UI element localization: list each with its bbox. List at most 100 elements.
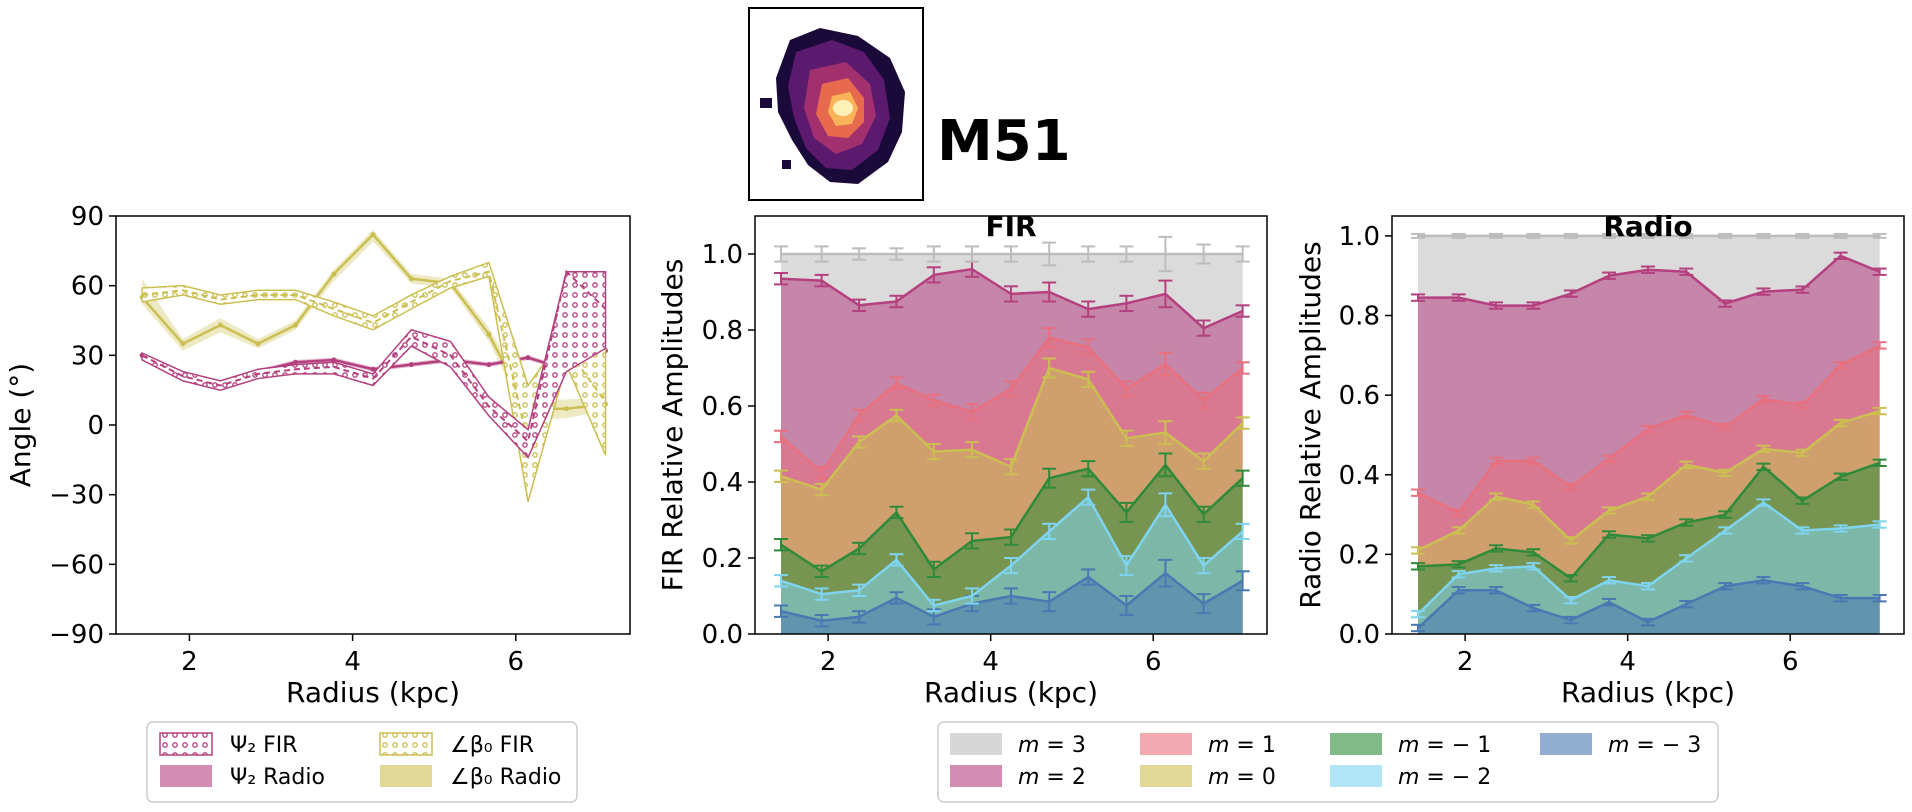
errorbar-m-0 [1196, 452, 1211, 470]
errorbar-m-0 [1489, 492, 1504, 501]
angle-ylabel: Angle (°) [4, 363, 37, 487]
y-tick-label: 0.6 [1339, 381, 1380, 411]
galaxy-thumbnail [748, 7, 924, 201]
mode-legend-label: m = − 2 [1398, 765, 1491, 790]
radio-axes-frame [1391, 215, 1905, 635]
errorbar-m-neg3 [774, 604, 789, 618]
errorbar-m-neg2 [926, 598, 941, 613]
errorbar-m-0 [1119, 429, 1134, 447]
x-tick-label: 4 [1619, 647, 1636, 677]
errorbar-m-0 [1756, 444, 1771, 454]
point-radio [331, 357, 337, 363]
errorbar-m-neg2 [889, 553, 904, 567]
errorbar-m-2 [814, 273, 829, 288]
errorbar-m-0 [1679, 460, 1694, 469]
errorbar-m-neg2 [1601, 576, 1616, 585]
errorbar-m-neg3 [1451, 586, 1466, 595]
fir-xlabel: Radius (kpc) [924, 676, 1098, 709]
errorbar-m-neg3 [1119, 595, 1134, 616]
errorbar-m-neg1 [1235, 469, 1250, 487]
errorbar-m-2 [1679, 267, 1694, 276]
errorbar-m-2 [1756, 287, 1771, 296]
errorbar-m-0 [1042, 357, 1057, 379]
errorbar-m-1 [1451, 508, 1466, 517]
errorbar-m-neg2 [852, 583, 867, 597]
errorbar-m-neg1 [1411, 562, 1426, 571]
errorbar-m-3 [1158, 235, 1173, 273]
y-tick-label: 0.4 [702, 468, 743, 498]
errorbar-m-1 [1872, 341, 1887, 350]
errorbar-m-neg1 [1526, 548, 1541, 557]
errorbar-m-neg2 [964, 587, 979, 605]
errorbar-m-3 [852, 247, 867, 261]
errorbar-m-2 [1795, 285, 1810, 294]
errorbar-m-neg3 [1196, 593, 1211, 615]
mode-legend-label: m = 2 [1018, 765, 1086, 790]
mode-legend-swatch [1540, 733, 1592, 755]
errorbar-m-neg3 [1641, 617, 1655, 627]
errorbar-m-2 [1489, 301, 1504, 310]
errorbar-m-neg1 [964, 532, 979, 550]
mode-legend-swatch [1330, 765, 1382, 787]
y-tick-label: −90 [49, 620, 104, 650]
point-radio [292, 322, 298, 328]
errorbar-m-neg2 [1235, 522, 1250, 540]
errorbar-m-2 [1872, 267, 1887, 276]
errorbar-m-1 [1795, 400, 1810, 410]
errorbar-m-neg1 [1601, 530, 1616, 539]
errorbar-m-neg1 [1795, 496, 1810, 505]
errorbar-m-neg3 [1679, 599, 1694, 609]
errorbar-m-2 [1526, 301, 1541, 310]
band-fir [141, 270, 607, 459]
errorbar-m-neg3 [1601, 597, 1616, 607]
errorbar-m-neg3 [1795, 582, 1810, 591]
errorbar-m-neg1 [1563, 574, 1578, 583]
fir-panel: 2 4 6 0.0 0.2 0.4 0.6 0.8 1.0 FIR Radius (kpc) F… [656, 210, 1268, 709]
errorbar-m-neg3 [814, 614, 829, 628]
y-tick-label: −30 [49, 481, 104, 511]
errorbar-m-neg3 [1563, 615, 1578, 625]
errorbar-m-3 [1872, 232, 1887, 239]
errorbar-m-3 [1004, 245, 1018, 263]
errorbar-m-0 [1235, 416, 1250, 430]
errorbar-m-neg2 [1679, 554, 1694, 563]
errorbar-m-neg2 [774, 574, 789, 588]
band-radio [142, 229, 606, 421]
errorbar-m-2 [1411, 293, 1426, 302]
errorbar-m-neg3 [1833, 593, 1848, 603]
radio-tick-labels: 2 4 6 0.0 0.2 0.4 0.6 0.8 1.0 [1339, 222, 1799, 677]
y-tick-label: 0.8 [702, 316, 743, 346]
legend-swatch [159, 732, 213, 756]
mode-legend-label: m = 3 [1018, 733, 1086, 758]
errorbar-m-2 [1158, 279, 1173, 309]
mode-legend-swatch [950, 765, 1002, 787]
legend-label: ∠β₀ Radio [450, 765, 561, 790]
errorbar-m-0 [1601, 506, 1616, 515]
errorbar-m-neg3 [889, 591, 904, 605]
legend-label: Ψ₂ Radio [230, 765, 325, 790]
errorbar-m-2 [1601, 271, 1616, 280]
x-tick-label: 4 [982, 647, 999, 677]
errorbar-m-neg2 [1196, 557, 1211, 575]
x-tick-label: 2 [181, 647, 198, 677]
x-tick-label: 2 [820, 647, 837, 677]
errorbar-m-2 [1718, 299, 1733, 308]
errorbar-m-3 [1489, 232, 1504, 239]
point-radio [217, 322, 223, 328]
errorbar-m-1 [774, 429, 789, 444]
errorbar-m-0 [1526, 500, 1541, 509]
errorbar-m-1 [814, 465, 829, 480]
point-radio [408, 362, 414, 368]
errorbar-m-1 [889, 376, 904, 390]
errorbar-m-neg1 [1081, 460, 1096, 478]
errorbar-m-3 [889, 247, 904, 261]
errorbar-m-1 [926, 393, 941, 407]
errorbar-m-neg1 [926, 560, 941, 578]
radio-title: Radio [1603, 210, 1692, 243]
errorbar-m-neg2 [1872, 520, 1887, 529]
errorbar-m-2 [774, 272, 789, 286]
mode-legend-label: m = − 1 [1398, 733, 1491, 758]
point-radio [331, 271, 337, 277]
errorbar-m-1 [1563, 482, 1578, 491]
